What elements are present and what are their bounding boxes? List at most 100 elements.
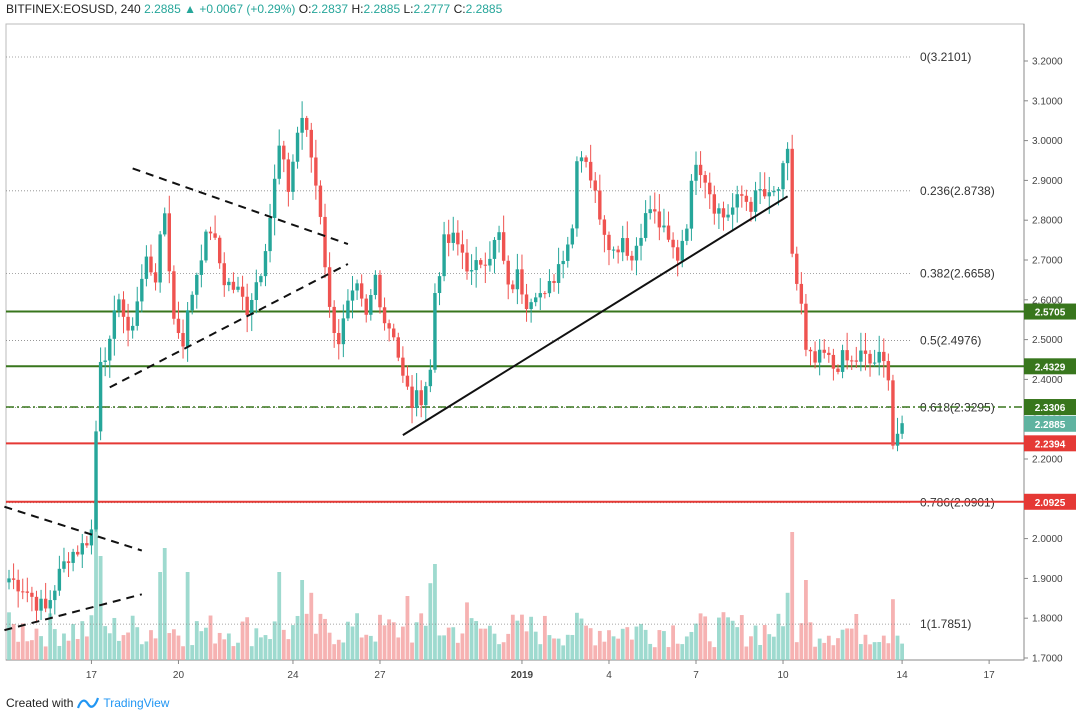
plot-area [5,23,1025,661]
y-tick-label: 2.7000 [1032,256,1063,267]
candle-body [621,238,625,253]
volume-bar [171,629,176,660]
volume-bar [130,615,135,660]
candle-body [240,286,245,297]
low-value: 2.2777 [413,2,451,16]
candle-body [80,543,84,555]
volume-bar [11,624,16,660]
candle-body [469,270,474,272]
volume-bar [254,628,259,660]
y-tick-label: 2.4000 [1032,375,1063,386]
tradingview-brand[interactable]: TradingView [103,696,170,710]
volume-bar [25,641,30,660]
volume-bar [387,619,392,660]
volume-bar [341,642,346,660]
candle-body [300,117,304,133]
candle-body [149,256,153,273]
volume-bar [400,626,405,660]
volume-bar [863,634,868,660]
candle-body [456,232,460,245]
candle-body [886,361,891,381]
fib-level-label: 0(3.2101) [920,50,971,64]
trendline[interactable] [402,195,789,436]
volume-bar [900,643,904,660]
volume-bar [836,638,840,660]
candle-body [611,249,616,251]
candle-body [675,247,680,261]
candle-body [222,263,226,286]
volume-bar [730,620,735,660]
volume-bar [584,625,588,660]
candle-body [34,596,39,611]
volume-bar [167,633,172,660]
volume-bar [510,614,515,660]
candle-body [483,264,488,266]
candle-body [785,148,790,164]
x-tick-label: 10 [777,670,789,681]
price-level-badge-label: 2.4329 [1035,362,1066,373]
close-value: 2.2885 [465,2,503,16]
volume-bar [538,644,543,660]
volume-bar [313,633,318,660]
candle-body [607,234,611,251]
fib-level-label: 1(1.7851) [920,617,971,631]
price-level-badge-label: 2.3306 [1035,403,1066,414]
volume-bar [300,580,305,660]
volume-bar [107,633,112,660]
candle-body [130,325,135,331]
volume-bar [121,635,126,660]
candle-body [305,117,309,130]
trendline[interactable] [109,263,349,389]
volume-bar [478,628,483,660]
volume-bar [226,633,231,660]
volume-bar [666,647,671,660]
volume-bar [520,614,524,660]
candle-body [598,190,602,220]
candle-body [98,361,103,432]
volume-bar [295,615,300,660]
candle-body [446,234,451,243]
volume-bar [428,583,433,660]
candle-body [355,283,359,291]
volume-bar [336,639,341,660]
candle-body [534,297,538,303]
trendline[interactable] [4,593,143,632]
volume-bar [236,642,240,660]
volume-bar [291,625,295,660]
volume-bar [181,646,185,660]
candle-body [76,551,80,555]
candle-body [254,282,259,300]
candle-body [584,157,588,162]
volume-bar [34,628,39,660]
candle-body [712,194,717,214]
trendline[interactable] [4,505,143,552]
volume-bar [552,638,556,660]
footer: Created with TradingView [6,696,169,710]
candle-body [428,369,433,387]
volume-bar [607,630,611,660]
candle-body [39,598,43,611]
price-level-badge-label: 2.0925 [1035,498,1066,509]
candle-body [327,267,332,307]
close-label: C: [453,2,466,16]
candle-body [515,269,520,290]
low-label: L: [403,2,414,16]
candle-body [520,269,524,295]
volume-bar [442,635,446,660]
volume-bar [831,645,836,660]
candle-body [277,145,281,179]
candle-body [112,310,117,339]
candle-body [836,368,840,372]
volume-bar [213,643,217,660]
candle-body [781,163,785,190]
volume-bar [405,596,410,660]
candle-body [717,208,721,214]
candle-body [827,352,831,355]
trendline[interactable] [132,167,349,246]
candle-body [163,213,167,235]
volume-bar [62,633,66,660]
candle-body [414,390,419,408]
volume-bar [222,639,227,660]
candle-body [763,189,767,197]
